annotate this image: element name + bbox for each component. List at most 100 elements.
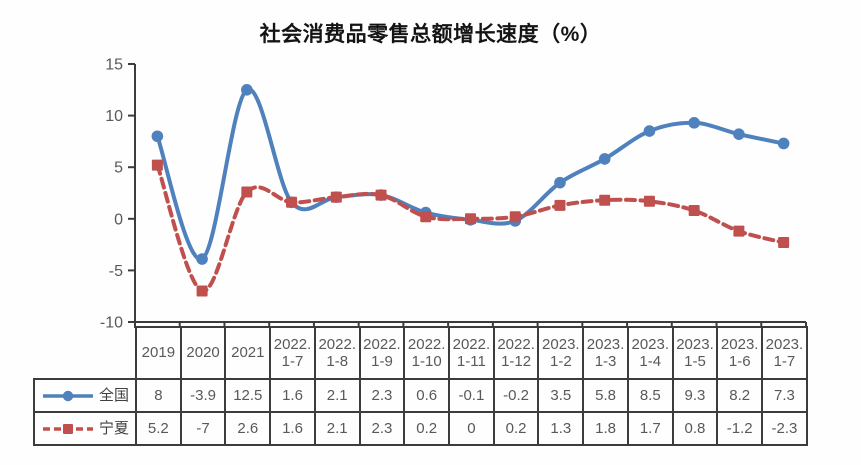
category-line-2: 1-6 xyxy=(728,353,751,370)
data-point-marker xyxy=(151,159,163,171)
value-cell: -0.1 xyxy=(448,378,495,413)
value-cell: 8 xyxy=(135,378,182,413)
category-line-2: 1-4 xyxy=(639,353,662,370)
value-cell: 2.6 xyxy=(224,411,272,446)
category-header-cell: 2021 xyxy=(224,326,272,380)
value-cell: 1.6 xyxy=(269,411,316,446)
category-header-cell: 2019 xyxy=(135,326,182,380)
category-header-cell: 2022. 1-10 xyxy=(403,326,451,380)
category-line-1: 2022. xyxy=(497,335,535,353)
value-cell: 0 xyxy=(448,411,495,446)
category-line-2: 1-12 xyxy=(501,353,532,370)
y-axis-label: 5 xyxy=(114,160,123,177)
value-cell: 1.3 xyxy=(537,411,585,446)
value-cell: 1.7 xyxy=(626,411,674,446)
legend-cell: 全国 xyxy=(33,378,137,413)
data-point-marker xyxy=(643,125,656,137)
value-cell: 9.3 xyxy=(671,378,719,413)
data-point-marker xyxy=(777,137,790,150)
value-cell: -2.3 xyxy=(761,411,808,446)
data-point-marker xyxy=(599,194,611,206)
value-cell: 1.6 xyxy=(269,378,316,413)
value-cell: 8.2 xyxy=(716,378,764,413)
legend-label: 宁夏 xyxy=(98,419,129,437)
category-header-cell: 2023. 1-4 xyxy=(626,326,674,380)
category-line-2: 1-10 xyxy=(411,353,442,370)
data-point-marker xyxy=(554,199,566,211)
category-line-1: 2023. xyxy=(676,335,714,353)
table-corner-blank xyxy=(34,327,136,379)
value-cell: 12.5 xyxy=(224,378,272,413)
category-header-cell: 2022. 1-7 xyxy=(269,326,316,380)
category-line-1: 2023. xyxy=(542,335,580,353)
category-line-2: 1-9 xyxy=(371,353,393,370)
category-line-1: 2023. xyxy=(631,335,670,353)
category-header-cell: 2022. 1-8 xyxy=(313,326,361,380)
series-line-national xyxy=(155,87,786,262)
category-header-cell: 2023. 1-7 xyxy=(761,326,808,380)
data-point-marker xyxy=(733,225,745,237)
data-point-marker xyxy=(241,186,253,198)
data-point-marker xyxy=(688,117,700,129)
category-line-2: 1-5 xyxy=(684,353,706,370)
data-point-marker xyxy=(420,211,432,223)
category-line-1: 2022. xyxy=(318,335,356,353)
table-header-row: 2019 2020 2021 2022. 1-7 2022. 1-8 2022. 1-9 2022… xyxy=(34,326,808,380)
data-point-marker xyxy=(241,84,253,96)
category-line-2: 1-7 xyxy=(281,353,304,370)
data-point-marker xyxy=(151,130,164,143)
category-line-1: 2022. xyxy=(273,335,312,353)
data-point-marker xyxy=(330,191,342,203)
chart-title: 社会消费品零售总额增长速度（%） xyxy=(259,23,602,46)
category-line-2: 1-7 xyxy=(773,353,796,370)
value-cell: 1.8 xyxy=(582,411,629,446)
y-axis-label: -10 xyxy=(100,315,123,332)
legend-key: 全国 xyxy=(36,387,134,404)
data-point-marker xyxy=(465,213,476,225)
category-header-cell: 2022. 1-12 xyxy=(492,326,540,380)
table-row-national: 全国 8 -3.9 12.5 1.6 2.1 2.3 0.6 -0.1 -0.2 3.5 5.8 8.5… xyxy=(33,378,808,413)
data-point-marker xyxy=(196,285,208,297)
data-point-marker xyxy=(509,211,521,223)
data-point-marker xyxy=(733,128,745,140)
category-line-1: 2023. xyxy=(586,335,625,353)
category-line-2: 1-11 xyxy=(456,353,486,370)
value-cell: 5.8 xyxy=(582,378,629,413)
data-point-marker xyxy=(688,205,700,217)
value-cell: 7.3 xyxy=(761,378,808,413)
data-point-marker xyxy=(375,189,387,201)
category-header-cell: 2022. 1-11 xyxy=(448,326,495,380)
value-cell: 2.1 xyxy=(313,411,361,446)
y-axis-label: 0 xyxy=(114,211,123,228)
series-line-ningxia xyxy=(155,163,786,293)
category-line-1: 2022. xyxy=(363,335,401,353)
value-cell: 3.5 xyxy=(537,378,585,413)
value-cell: -1.2 xyxy=(716,411,764,446)
value-cell: -0.2 xyxy=(492,378,540,413)
value-cell: 2.3 xyxy=(358,378,406,413)
data-point-marker xyxy=(196,253,208,265)
value-cell: 0.2 xyxy=(492,411,540,446)
y-axis-label: 10 xyxy=(105,108,123,125)
value-cell: 0.8 xyxy=(671,411,719,446)
value-cell: 5.2 xyxy=(135,411,182,446)
category-line-1: 2022. xyxy=(407,335,446,353)
data-point-marker xyxy=(286,196,298,208)
y-axis-label: -5 xyxy=(109,263,123,280)
value-cell: 2.1 xyxy=(313,378,361,413)
category-header-cell: 2023. 1-3 xyxy=(582,326,629,380)
category-line-2: 1-8 xyxy=(326,353,349,370)
value-cell: -3.9 xyxy=(179,378,227,413)
table-row-ningxia: 宁夏 5.2 -7 2.6 1.6 2.1 2.3 0.2 0 0.2 1.3 1.8 1.7 0.8 -1… xyxy=(33,411,808,446)
line-chart-plot: 15 10 5 0 -5 -10 xyxy=(100,57,807,332)
value-cell: -7 xyxy=(179,411,227,446)
legend-cell: 宁夏 xyxy=(33,411,137,446)
y-axis-label: 15 xyxy=(105,57,123,74)
value-cell: 8.5 xyxy=(626,378,674,413)
value-cell: 2.3 xyxy=(358,411,406,446)
category-line-1: 2022. xyxy=(452,335,491,353)
data-point-marker xyxy=(643,195,655,207)
legend-key: 宁夏 xyxy=(36,419,134,437)
category-header-cell: 2023. 1-5 xyxy=(671,326,719,380)
